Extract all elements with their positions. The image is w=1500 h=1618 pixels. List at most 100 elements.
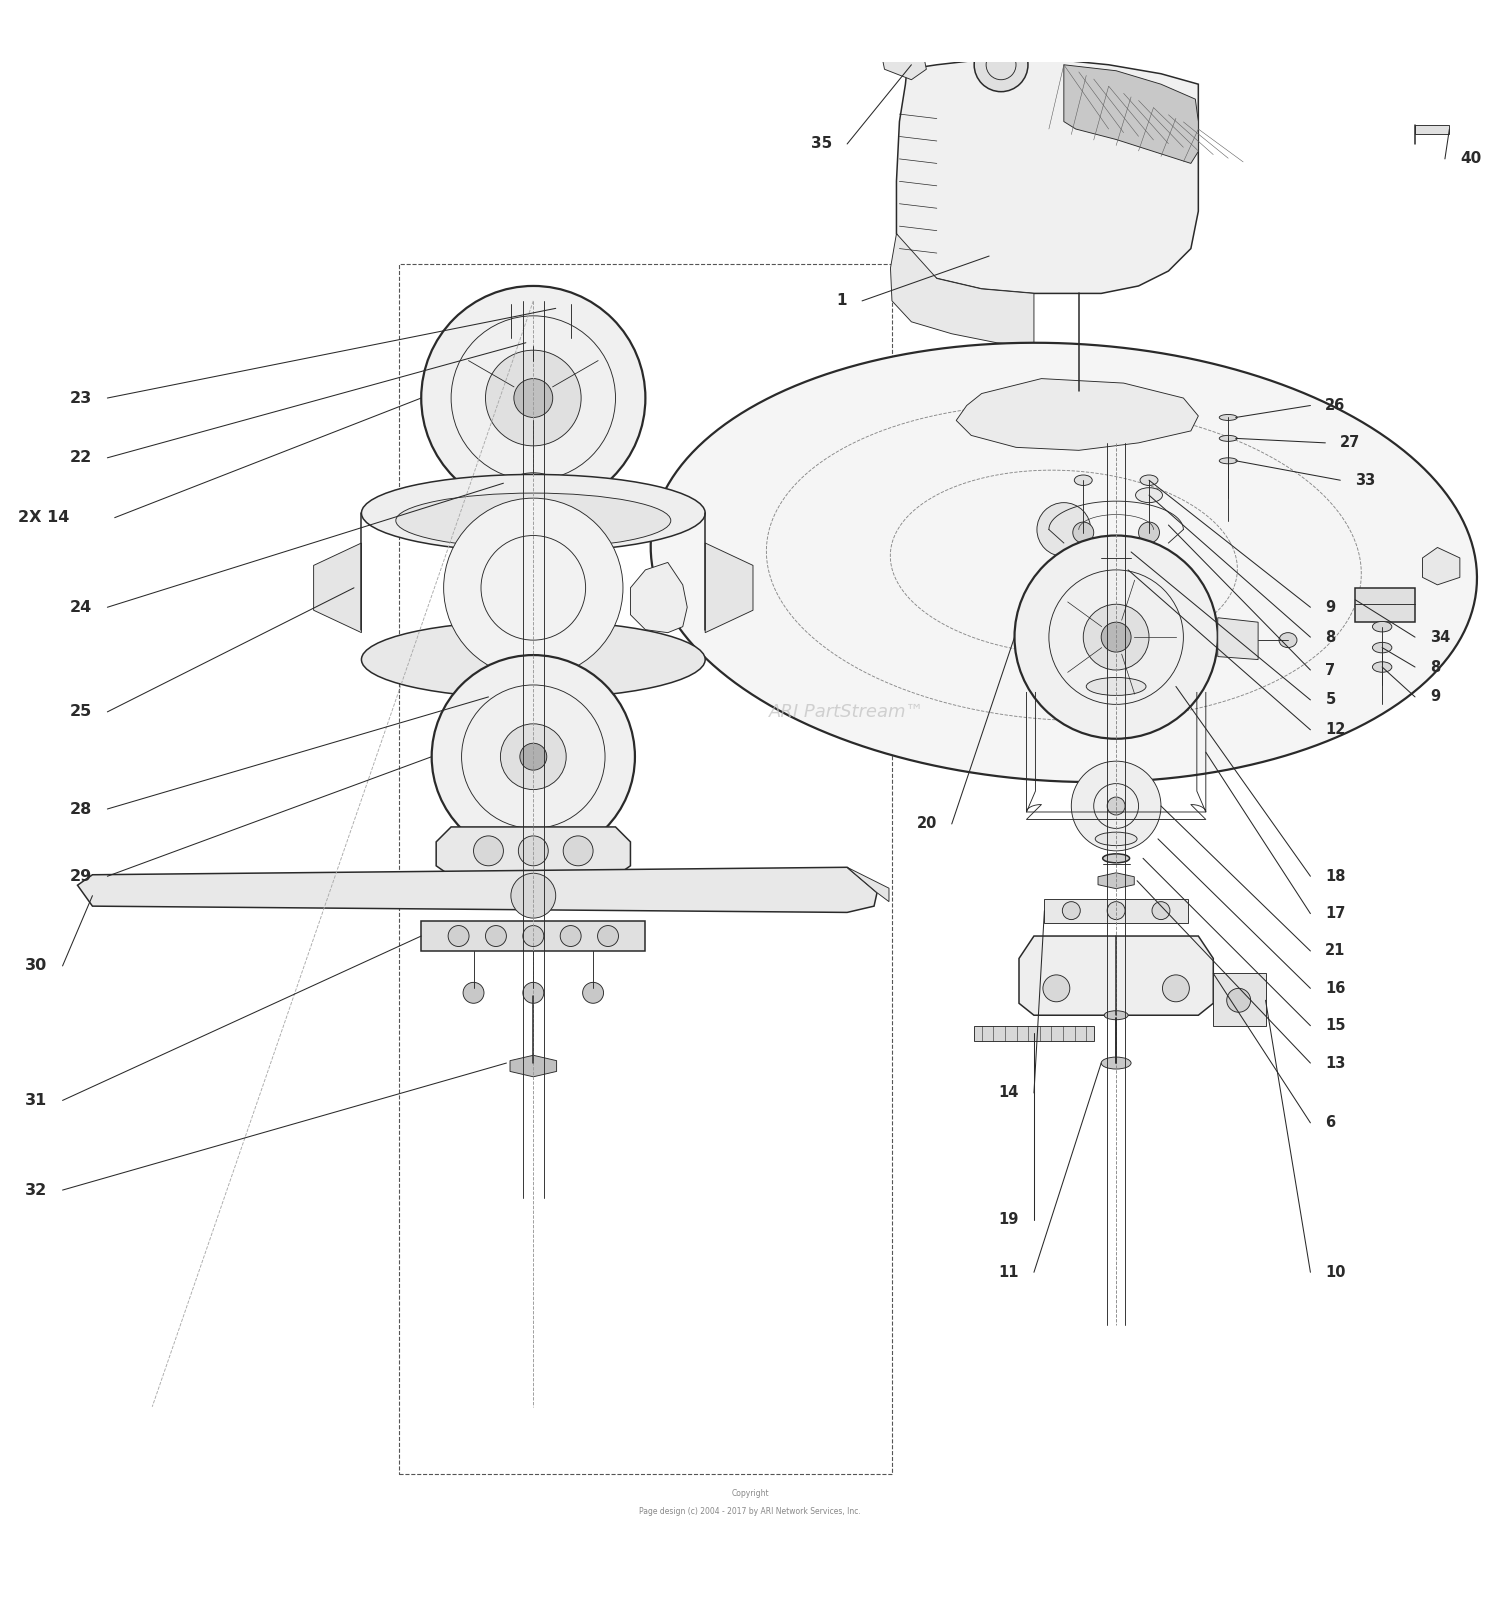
Polygon shape [1019, 937, 1214, 1014]
Polygon shape [891, 233, 1034, 346]
Text: 33: 33 [1356, 472, 1376, 487]
Polygon shape [1064, 65, 1198, 163]
Polygon shape [1422, 547, 1460, 584]
Circle shape [501, 723, 566, 790]
Ellipse shape [1104, 565, 1128, 574]
Circle shape [1036, 503, 1090, 557]
Ellipse shape [1102, 854, 1130, 862]
Circle shape [464, 982, 484, 1003]
Circle shape [582, 982, 603, 1003]
Ellipse shape [1220, 458, 1238, 464]
Circle shape [1162, 976, 1190, 1002]
Text: Copyright: Copyright [730, 1489, 770, 1498]
Text: 7: 7 [1326, 662, 1335, 678]
Text: 35: 35 [812, 136, 832, 152]
Text: 25: 25 [70, 704, 93, 720]
Text: 23: 23 [70, 390, 93, 406]
Text: Page design (c) 2004 - 2017 by ARI Network Services, Inc.: Page design (c) 2004 - 2017 by ARI Netwo… [639, 1506, 861, 1516]
Text: 19: 19 [999, 1212, 1018, 1228]
Ellipse shape [1372, 662, 1392, 671]
Text: 40: 40 [1460, 152, 1480, 167]
Text: 13: 13 [1326, 1055, 1346, 1071]
Text: 18: 18 [1326, 869, 1346, 883]
Circle shape [486, 925, 507, 947]
Ellipse shape [1095, 832, 1137, 846]
Circle shape [560, 925, 580, 947]
Ellipse shape [1086, 678, 1146, 696]
Circle shape [432, 655, 634, 858]
Text: 12: 12 [1326, 722, 1346, 738]
Circle shape [1101, 623, 1131, 652]
Ellipse shape [562, 299, 578, 309]
Circle shape [1152, 901, 1170, 919]
Ellipse shape [510, 684, 556, 701]
Circle shape [524, 925, 544, 947]
Circle shape [1062, 901, 1080, 919]
Ellipse shape [1220, 435, 1238, 442]
Circle shape [1042, 976, 1070, 1002]
Text: 16: 16 [1326, 981, 1346, 995]
Circle shape [474, 837, 504, 866]
Polygon shape [882, 47, 927, 79]
Polygon shape [436, 827, 630, 877]
Polygon shape [630, 563, 687, 633]
Ellipse shape [1280, 633, 1298, 647]
Polygon shape [956, 379, 1198, 450]
Text: 29: 29 [70, 869, 93, 883]
Polygon shape [651, 343, 1478, 781]
Ellipse shape [1074, 476, 1092, 485]
Text: 22: 22 [70, 450, 93, 466]
Polygon shape [1214, 974, 1266, 1026]
Polygon shape [314, 544, 362, 633]
Text: 20: 20 [916, 817, 938, 832]
Text: 1: 1 [837, 293, 848, 309]
Circle shape [444, 498, 622, 678]
Polygon shape [847, 867, 889, 901]
Polygon shape [1098, 872, 1134, 888]
Circle shape [974, 37, 1028, 92]
Circle shape [1227, 989, 1251, 1013]
Text: 28: 28 [70, 801, 93, 817]
Ellipse shape [504, 299, 519, 309]
Circle shape [524, 982, 544, 1003]
Text: 11: 11 [999, 1265, 1018, 1280]
Text: 5: 5 [1326, 693, 1335, 707]
Text: 10: 10 [1326, 1265, 1346, 1280]
Circle shape [422, 286, 645, 510]
Polygon shape [510, 1055, 556, 1078]
Polygon shape [1356, 587, 1414, 623]
Polygon shape [1044, 898, 1188, 922]
Polygon shape [974, 1026, 1094, 1040]
Polygon shape [705, 544, 753, 633]
Text: ARI PartStream™: ARI PartStream™ [770, 702, 926, 722]
Text: 30: 30 [26, 958, 48, 974]
Polygon shape [78, 867, 877, 913]
Ellipse shape [1101, 545, 1131, 558]
Text: 17: 17 [1326, 906, 1346, 921]
Polygon shape [1414, 125, 1449, 134]
Circle shape [519, 837, 549, 866]
Text: 24: 24 [70, 600, 93, 615]
Ellipse shape [1220, 414, 1238, 421]
Text: 8: 8 [1326, 629, 1335, 644]
Ellipse shape [396, 493, 670, 549]
Text: 21: 21 [1326, 943, 1346, 958]
Text: 14: 14 [999, 1086, 1018, 1100]
Circle shape [1138, 523, 1160, 544]
Ellipse shape [524, 340, 544, 346]
Ellipse shape [1140, 476, 1158, 485]
Text: 15: 15 [1326, 1018, 1346, 1034]
Ellipse shape [1372, 642, 1392, 652]
Ellipse shape [522, 508, 546, 518]
Polygon shape [897, 58, 1198, 293]
Ellipse shape [512, 472, 555, 493]
Ellipse shape [362, 621, 705, 699]
Text: 31: 31 [26, 1092, 48, 1108]
Circle shape [1107, 798, 1125, 815]
Text: 34: 34 [1430, 629, 1450, 644]
Circle shape [1083, 604, 1149, 670]
Ellipse shape [362, 474, 705, 552]
Circle shape [1107, 901, 1125, 919]
Ellipse shape [518, 490, 549, 506]
Ellipse shape [518, 696, 549, 707]
